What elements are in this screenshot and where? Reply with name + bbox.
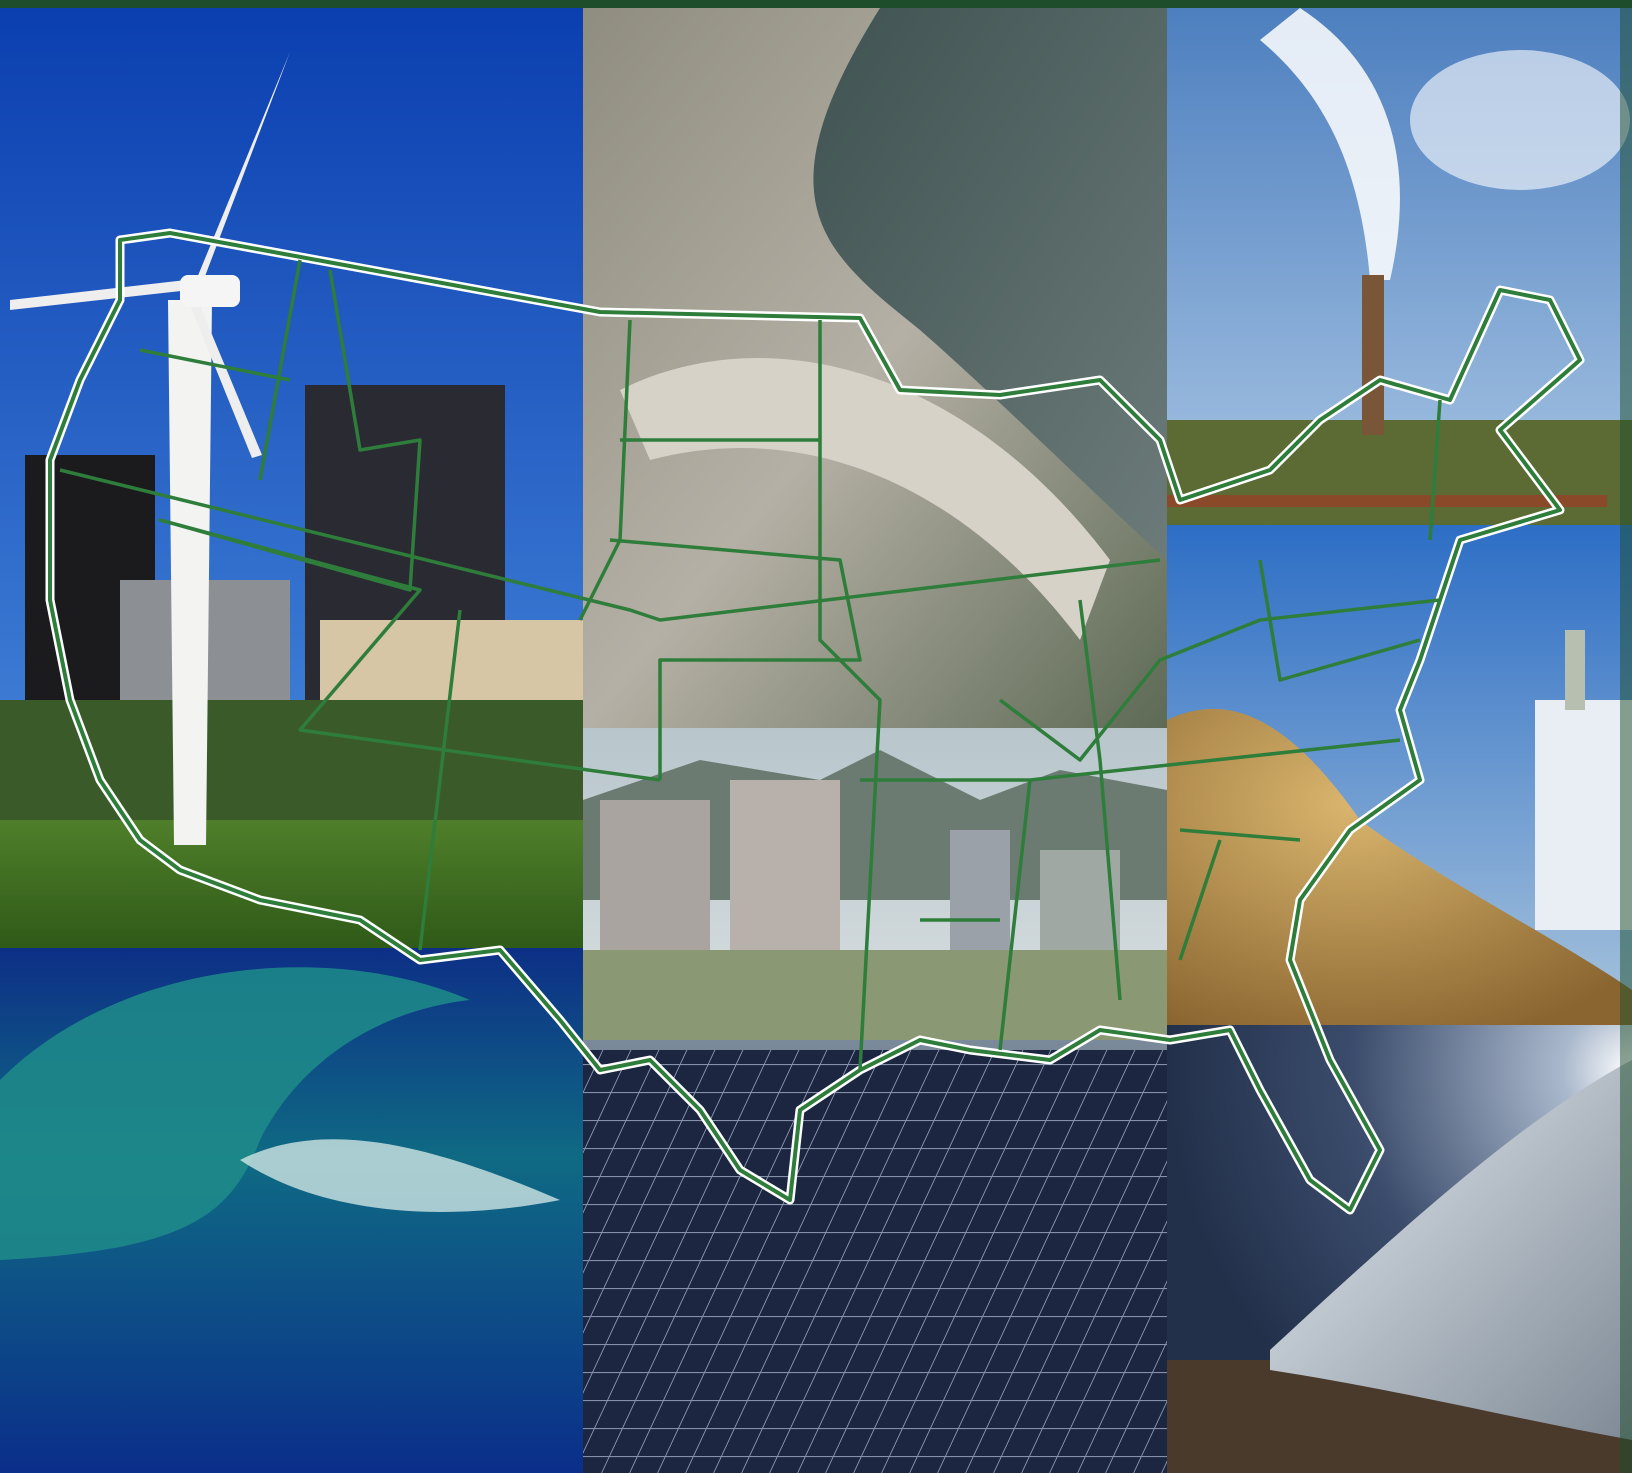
foam (240, 1139, 560, 1212)
tower (600, 800, 710, 950)
wood-chips (1167, 708, 1632, 1025)
rig (1362, 275, 1384, 435)
photo-wave (0, 948, 583, 1473)
trees (0, 700, 583, 820)
chimney (1565, 630, 1585, 710)
photo-solar-concentrator (1167, 1025, 1632, 1473)
ground (583, 950, 1167, 1040)
plant-building (1535, 700, 1632, 930)
map-outline (48, 231, 1582, 1212)
tower (950, 830, 1010, 950)
photo-biomass (1167, 525, 1632, 1025)
wave-crest (0, 967, 470, 1260)
photo-wind-turbine (0, 8, 583, 948)
lawn (0, 820, 583, 948)
turbine-blade (10, 280, 190, 310)
turbine-nacelle (180, 275, 240, 307)
top-bar (0, 0, 1632, 8)
turbine-tower (168, 300, 212, 845)
solar-array (583, 1050, 1167, 1473)
right-edge (1620, 8, 1632, 1473)
photo-dam (583, 8, 1167, 728)
tower (1040, 850, 1120, 950)
us-map (45, 228, 1585, 1215)
steam (1260, 8, 1400, 280)
state-borders (59, 259, 1442, 1071)
photo-city (583, 728, 1167, 1040)
photo-geothermal (1167, 8, 1632, 525)
mirror (1270, 1060, 1632, 1440)
photo-solar-panels (583, 1040, 1167, 1473)
cloud (1410, 50, 1630, 190)
dam-wall (620, 358, 1110, 640)
reservoir (813, 8, 1167, 560)
turbine-blade (188, 296, 262, 458)
tower (730, 780, 840, 950)
pipe (1167, 495, 1607, 507)
